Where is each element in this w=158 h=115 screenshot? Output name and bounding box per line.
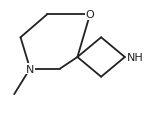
Text: N: N <box>26 64 34 74</box>
Text: O: O <box>86 10 94 20</box>
Text: NH: NH <box>126 53 143 62</box>
